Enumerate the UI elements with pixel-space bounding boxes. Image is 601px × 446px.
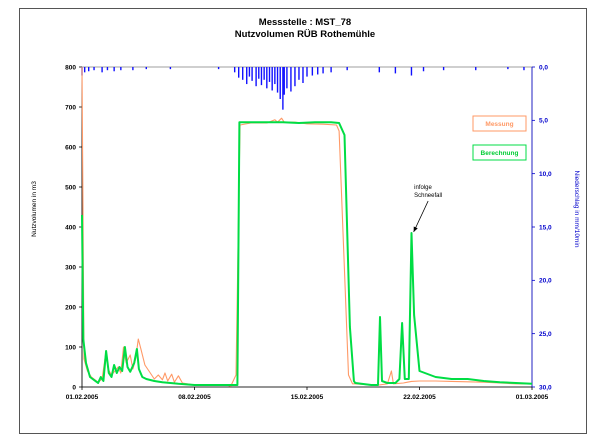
y-tick-label: 0 bbox=[72, 384, 76, 391]
y-axis-label: Nutzvolumen in m3 bbox=[31, 181, 38, 237]
legend-box-berechnung bbox=[472, 144, 527, 161]
legend-label-berechnung: Berechnung bbox=[481, 150, 519, 157]
y2-tick-label: 20,0 bbox=[539, 278, 552, 285]
axes: 0 100 200 300 400 500 600 700 800 0,0 5,0 10,0 15,0 2… bbox=[65, 64, 552, 401]
y2-tick-label: 25,0 bbox=[539, 331, 552, 338]
x-tick-label: 01.03.2005 bbox=[516, 394, 549, 401]
annotation-line2: Schneefall bbox=[414, 193, 442, 199]
x-tick-label: 22.02.2005 bbox=[403, 394, 436, 401]
x-tick-label: 08.02.2005 bbox=[178, 394, 211, 401]
x-tick-label: 01.02.2005 bbox=[66, 394, 99, 401]
y-tick-label: 700 bbox=[65, 104, 76, 111]
legend: Messung Berechnung bbox=[472, 115, 527, 161]
y-tick-label: 500 bbox=[65, 184, 76, 191]
y2-tick-label: 0,0 bbox=[539, 64, 548, 71]
y-tick-label: 200 bbox=[65, 304, 76, 311]
series-line-berechnung bbox=[81, 121, 533, 386]
series-line-messung bbox=[81, 66, 532, 387]
series-lines bbox=[81, 66, 533, 387]
annotation-arrow bbox=[413, 200, 429, 233]
y-tick-label: 400 bbox=[65, 224, 76, 231]
chart-subtitle: Nutzvolumen RÜB Rothemühle bbox=[235, 29, 375, 40]
y-tick-label: 100 bbox=[65, 344, 76, 351]
annotation: infolge Schneefall bbox=[413, 185, 442, 233]
y-tick-label: 300 bbox=[65, 264, 76, 271]
legend-label-messung: Messung bbox=[485, 121, 513, 128]
annotation-line1: infolge bbox=[414, 185, 432, 191]
y2-tick-label: 30,0 bbox=[539, 384, 552, 391]
niederschlag-bars bbox=[81, 67, 525, 110]
chart-frame: Messstelle : MST_78 Nutzvolumen RÜB Roth… bbox=[19, 8, 587, 434]
y2-tick-label: 5,0 bbox=[539, 118, 548, 125]
x-tick-label: 15.02.2005 bbox=[291, 394, 324, 401]
annotation-arrow-head bbox=[413, 226, 418, 232]
y-tick-label: 800 bbox=[65, 64, 76, 71]
y2-axis-label: Niederschlag in mm/10min bbox=[573, 171, 580, 248]
chart-title: Messstelle : MST_78 bbox=[259, 17, 351, 28]
y2-tick-label: 10,0 bbox=[539, 171, 552, 178]
y-tick-label: 600 bbox=[65, 144, 76, 151]
plot-area bbox=[81, 66, 533, 388]
y2-tick-label: 15,0 bbox=[539, 224, 552, 231]
chart-svg: Messstelle : MST_78 Nutzvolumen RÜB Roth… bbox=[31, 17, 580, 401]
legend-box-messung bbox=[472, 115, 527, 132]
